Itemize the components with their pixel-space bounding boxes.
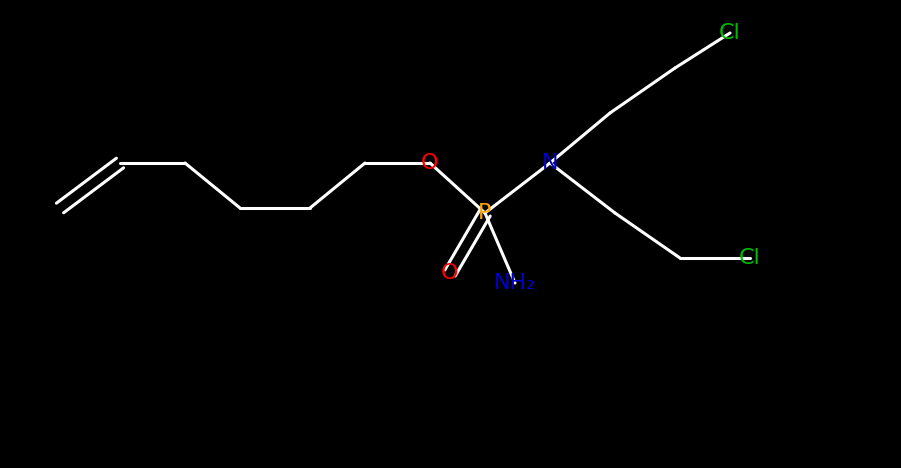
Text: O: O — [441, 263, 459, 283]
Text: O: O — [422, 153, 439, 173]
Text: Cl: Cl — [719, 23, 741, 43]
Text: Cl: Cl — [739, 248, 760, 268]
Text: P: P — [478, 203, 492, 223]
Text: NH₂: NH₂ — [494, 273, 536, 293]
Text: N: N — [542, 153, 559, 173]
